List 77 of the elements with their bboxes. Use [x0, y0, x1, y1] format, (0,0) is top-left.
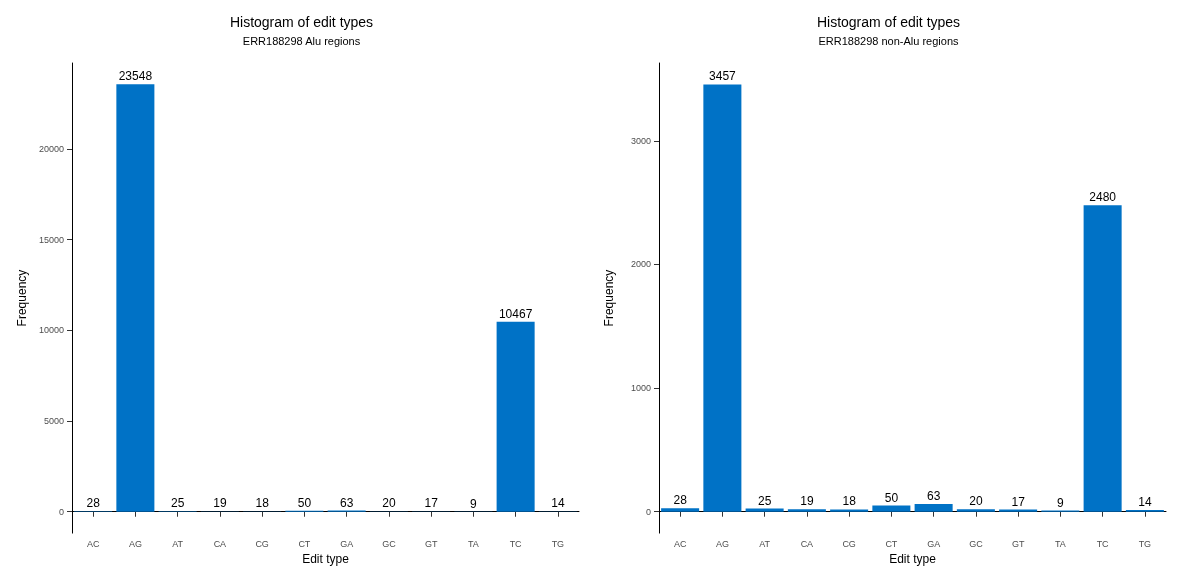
bar [1083, 205, 1122, 512]
data-label: 3457 [709, 69, 737, 84]
x-tick-label: AG [715, 538, 729, 549]
x-tick-label: AG [128, 538, 142, 549]
x-tick-label: CT [298, 538, 311, 549]
chart-subtitle: ERR188298 non-Alu regions [818, 34, 960, 47]
x-tick-label: TA [467, 538, 479, 549]
data-label: 18 [842, 494, 857, 509]
x-tick-label: TC [509, 538, 523, 549]
x-tick-label: GC [969, 538, 984, 549]
x-tick-label: CT [885, 538, 898, 549]
y-tick-label: 0 [58, 506, 64, 517]
bar [116, 84, 155, 512]
x-tick-label: TC [1096, 538, 1110, 549]
x-axis-title: Edit type [302, 552, 350, 566]
y-tick-label: 10000 [38, 325, 64, 336]
x-tick-label: CA [800, 538, 814, 549]
bar [661, 508, 700, 512]
y-tick-label: 3000 [630, 135, 651, 146]
x-tick-label: TG [1138, 538, 1152, 549]
y-tick-label: 15000 [38, 234, 64, 245]
data-label: 25 [170, 496, 185, 511]
data-label: 14 [551, 496, 565, 511]
data-label: 28 [673, 493, 688, 508]
data-label: 18 [255, 496, 270, 511]
data-label: 20 [969, 494, 983, 509]
x-tick-label: GT [424, 538, 438, 549]
x-tick-label: GC [382, 538, 397, 549]
data-label: 28 [86, 496, 101, 511]
bar [745, 508, 784, 512]
x-axis-title: Edit type [889, 552, 937, 566]
chart-title: Histogram of edit types [816, 14, 961, 30]
data-label: 25 [757, 493, 772, 508]
x-tick-label: TA [1054, 538, 1066, 549]
y-axis-title: Frequency [15, 269, 29, 327]
data-label: 17 [1011, 494, 1026, 509]
y-tick-label: 20000 [38, 143, 64, 154]
data-label: 14 [1138, 494, 1152, 509]
data-label: 19 [800, 494, 814, 509]
x-tick-label: AC [673, 538, 687, 549]
y-tick-label: 0 [645, 506, 651, 517]
chart-subtitle: ERR188298 Alu regions [242, 34, 361, 47]
data-label: 9 [1057, 495, 1065, 510]
data-label: 19 [213, 496, 227, 511]
x-tick-label: CA [213, 538, 227, 549]
x-tick-label: TG [551, 538, 565, 549]
data-label: 10467 [498, 306, 533, 321]
data-label: 23548 [118, 69, 153, 84]
data-label: 17 [424, 496, 439, 511]
bar [787, 509, 826, 512]
data-label: 63 [926, 488, 941, 503]
bar [914, 503, 953, 512]
bar [999, 509, 1038, 512]
chart-title: Histogram of edit types [229, 14, 374, 30]
x-tick-label: CG [842, 538, 856, 549]
y-tick-label: 2000 [630, 259, 651, 270]
x-tick-label: GA [340, 538, 354, 549]
y-tick-label: 5000 [43, 415, 64, 426]
bar [496, 321, 535, 512]
data-label: 9 [470, 496, 478, 511]
bar [703, 84, 742, 512]
y-axis-title: Frequency [602, 269, 616, 327]
x-tick-label: AT [759, 538, 771, 549]
data-label: 50 [297, 495, 312, 510]
y-tick-label: 1000 [630, 383, 651, 394]
bar [830, 509, 869, 512]
x-tick-label: AT [172, 538, 184, 549]
data-label: 63 [339, 495, 354, 510]
x-tick-label: GT [1011, 538, 1025, 549]
x-tick-label: GA [927, 538, 941, 549]
x-tick-label: AC [86, 538, 100, 549]
data-label: 2480 [1089, 190, 1117, 205]
bar [872, 505, 911, 512]
x-tick-label: CG [255, 538, 269, 549]
bar [956, 509, 995, 512]
data-label: 20 [382, 496, 396, 511]
data-label: 50 [884, 490, 899, 505]
